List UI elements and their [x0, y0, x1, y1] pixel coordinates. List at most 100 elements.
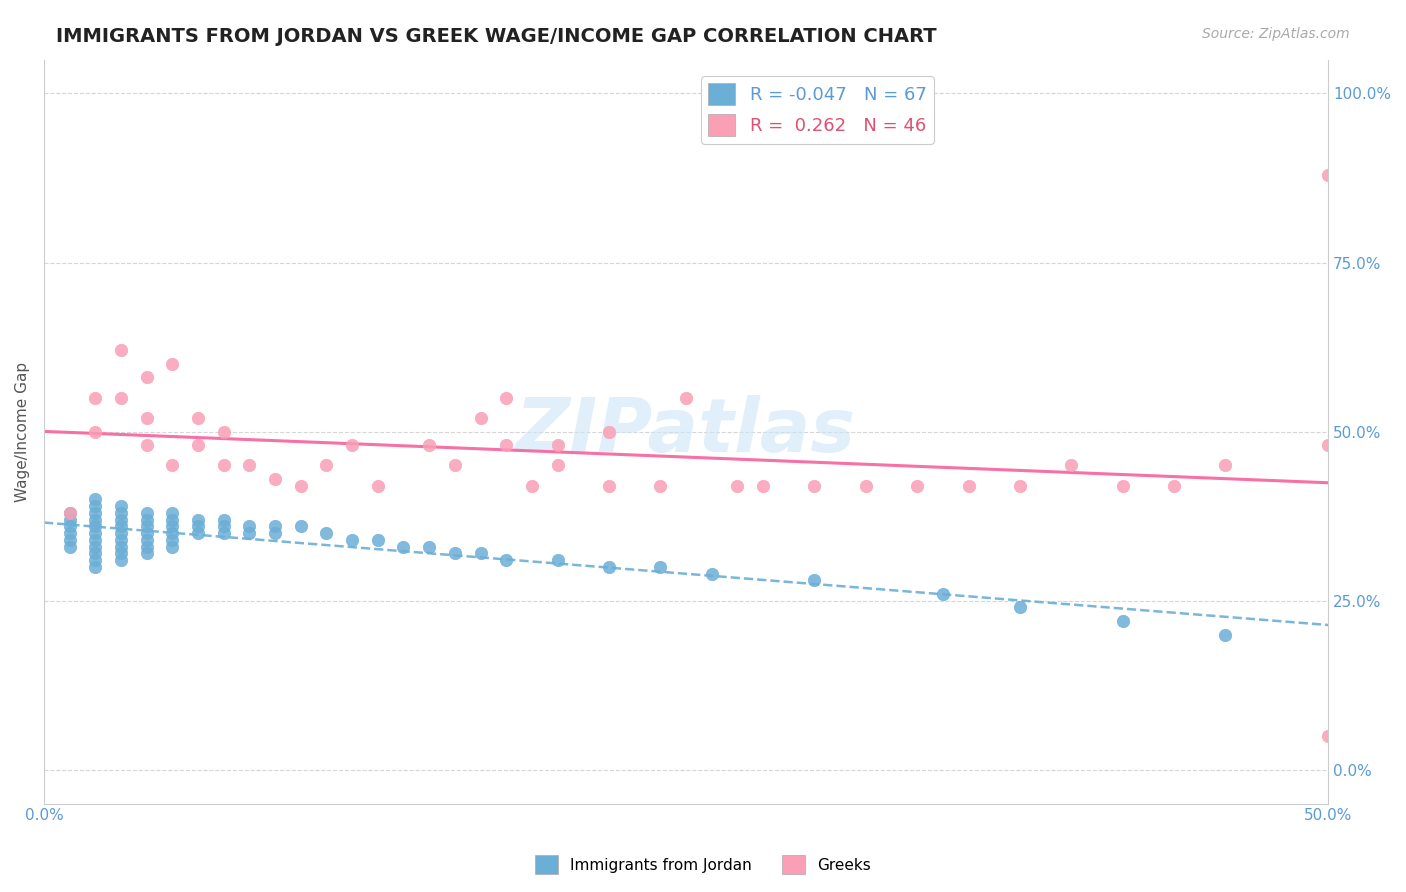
Point [135, 533, 157, 547]
Point [84, 425, 107, 439]
Point [1163, 479, 1185, 493]
Point [162, 512, 184, 526]
Y-axis label: Wage/Income Gap: Wage/Income Gap [15, 361, 30, 501]
Point [162, 533, 184, 547]
Point [340, 438, 363, 452]
Text: ZIPatlas: ZIPatlas [516, 395, 856, 468]
Point [162, 519, 184, 533]
Point [84, 526, 107, 541]
Point [520, 479, 543, 493]
Point [187, 519, 209, 533]
Legend: Immigrants from Jordan, Greeks: Immigrants from Jordan, Greeks [529, 849, 877, 880]
Point [135, 506, 157, 520]
Point [855, 479, 877, 493]
Point [110, 546, 132, 560]
Point [135, 370, 157, 384]
Point [470, 411, 492, 425]
Point [752, 479, 775, 493]
Point [110, 553, 132, 567]
Point [803, 479, 825, 493]
Point [212, 425, 235, 439]
Legend: R = -0.047   N = 67, R =  0.262   N = 46: R = -0.047 N = 67, R = 0.262 N = 46 [702, 76, 934, 144]
Point [84, 519, 107, 533]
Point [264, 526, 287, 541]
Point [162, 357, 184, 371]
Point [58, 526, 80, 541]
Point [238, 519, 260, 533]
Point [110, 540, 132, 554]
Point [135, 546, 157, 560]
Point [932, 587, 955, 601]
Point [803, 574, 825, 588]
Point [1215, 627, 1237, 641]
Point [547, 458, 569, 473]
Point [84, 540, 107, 554]
Point [110, 499, 132, 513]
Point [1008, 600, 1031, 615]
Point [367, 533, 389, 547]
Point [238, 458, 260, 473]
Point [212, 458, 235, 473]
Point [84, 506, 107, 520]
Text: Source: ZipAtlas.com: Source: ZipAtlas.com [1202, 27, 1350, 41]
Point [58, 519, 80, 533]
Point [264, 519, 287, 533]
Point [418, 540, 440, 554]
Point [110, 343, 132, 358]
Point [418, 438, 440, 452]
Point [315, 526, 337, 541]
Point [162, 506, 184, 520]
Point [84, 499, 107, 513]
Point [84, 391, 107, 405]
Point [84, 560, 107, 574]
Point [135, 519, 157, 533]
Point [135, 411, 157, 425]
Point [84, 512, 107, 526]
Point [110, 391, 132, 405]
Point [84, 546, 107, 560]
Point [58, 506, 80, 520]
Point [110, 526, 132, 541]
Point [84, 553, 107, 567]
Point [725, 479, 748, 493]
Point [367, 479, 389, 493]
Point [110, 519, 132, 533]
Point [212, 526, 235, 541]
Point [598, 479, 620, 493]
Point [212, 519, 235, 533]
Point [84, 533, 107, 547]
Point [495, 391, 517, 405]
Point [187, 512, 209, 526]
Point [58, 512, 80, 526]
Point [135, 540, 157, 554]
Point [1060, 458, 1083, 473]
Point [110, 506, 132, 520]
Point [444, 458, 467, 473]
Text: IMMIGRANTS FROM JORDAN VS GREEK WAGE/INCOME GAP CORRELATION CHART: IMMIGRANTS FROM JORDAN VS GREEK WAGE/INC… [56, 27, 936, 45]
Point [1317, 729, 1340, 743]
Point [650, 560, 672, 574]
Point [495, 438, 517, 452]
Point [290, 519, 312, 533]
Point [187, 411, 209, 425]
Point [444, 546, 467, 560]
Point [495, 553, 517, 567]
Point [547, 438, 569, 452]
Point [547, 553, 569, 567]
Point [1111, 479, 1133, 493]
Point [392, 540, 415, 554]
Point [290, 479, 312, 493]
Point [264, 472, 287, 486]
Point [315, 458, 337, 473]
Point [1215, 458, 1237, 473]
Point [238, 526, 260, 541]
Point [58, 506, 80, 520]
Point [84, 492, 107, 507]
Point [1111, 614, 1133, 628]
Point [110, 512, 132, 526]
Point [162, 526, 184, 541]
Point [135, 438, 157, 452]
Point [905, 479, 928, 493]
Point [650, 479, 672, 493]
Point [58, 540, 80, 554]
